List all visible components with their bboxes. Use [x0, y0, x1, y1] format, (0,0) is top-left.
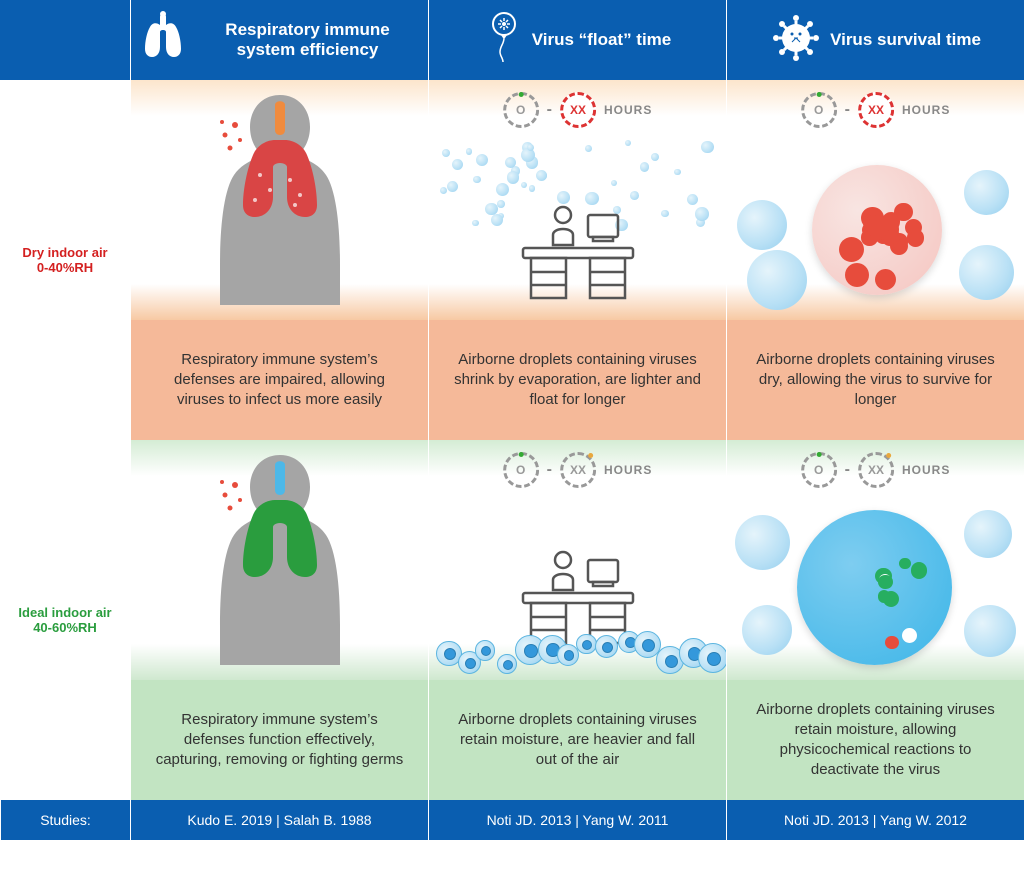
dry-img-2: O - XX HOURS	[428, 80, 726, 320]
header-col-3: Virus survival time	[726, 0, 1024, 80]
dry-label-2: 0-40%RH	[37, 260, 93, 275]
ideal-desc-3: Airborne droplets containing viruses ret…	[751, 700, 1000, 781]
virus-cluster-ideal	[727, 495, 1024, 675]
hours-dash: -	[845, 101, 850, 119]
dry-img-1	[130, 80, 428, 320]
header-title-3: Virus survival time	[830, 30, 981, 50]
dry-desc-2: Airborne droplets containing viruses shr…	[453, 350, 702, 411]
ideal-label-2: 40-60%RH	[33, 620, 97, 635]
ideal-img-3: O - XX HOURS	[726, 440, 1024, 680]
footer-ref-1: Kudo E. 2019 | Salah B. 1988	[130, 800, 428, 840]
hours-ideal-survival: O - XX HOURS	[801, 452, 951, 488]
ideal-txt-3: Airborne droplets containing viruses ret…	[726, 680, 1024, 800]
dry-desc-3: Airborne droplets containing viruses dry…	[751, 350, 1000, 411]
infographic-grid: Respiratory immune system efficiency Vir…	[0, 0, 1024, 872]
ideal-img-1	[130, 440, 428, 680]
dry-txt-1: Respiratory immune system’s defenses are…	[130, 320, 428, 440]
desk-icon	[503, 200, 653, 310]
dial-start-icon: O	[503, 92, 539, 128]
ideal-img-2: O - XX HOURS	[428, 440, 726, 680]
ideal-desc-1: Respiratory immune system’s defenses fun…	[155, 710, 404, 771]
header-col-2: Virus “float” time	[428, 0, 726, 80]
hours-dry-survival: O - XX HOURS	[801, 92, 951, 128]
ideal-label-1: Ideal indoor air	[18, 605, 111, 620]
droplets-fallen	[429, 610, 726, 670]
ideal-txt-2: Airborne droplets containing viruses ret…	[428, 680, 726, 800]
hours-dash: -	[547, 101, 552, 119]
body-dry-icon	[180, 90, 380, 310]
footer-label: Studies:	[0, 800, 130, 840]
ideal-txt-1: Respiratory immune system’s defenses fun…	[130, 680, 428, 800]
dry-txt-2: Airborne droplets containing viruses shr…	[428, 320, 726, 440]
dial-end-yellow-icon: XX	[560, 452, 596, 488]
virus-cluster-dry	[727, 140, 1024, 310]
header-col-1: Respiratory immune system efficiency	[130, 0, 428, 80]
ideal-desc-2: Airborne droplets containing viruses ret…	[453, 710, 702, 771]
dial-end-red-icon: XX	[858, 92, 894, 128]
dial-end-red-icon: XX	[560, 92, 596, 128]
lungs-icon	[139, 10, 187, 71]
virus-icon	[770, 12, 822, 69]
dial-start-icon: O	[801, 92, 837, 128]
hours-label: HOURS	[604, 103, 652, 117]
hours-ideal-float: O - XX HOURS	[503, 452, 653, 488]
body-ideal-icon	[180, 450, 380, 670]
hours-dash: -	[547, 461, 552, 479]
dry-label-1: Dry indoor air	[22, 245, 107, 260]
header-blank	[0, 0, 130, 80]
header-title-2: Virus “float” time	[532, 30, 672, 50]
dry-label: Dry indoor air 0-40%RH	[0, 80, 130, 440]
hours-label: HOURS	[902, 463, 950, 477]
header-title-1: Respiratory immune system efficiency	[195, 20, 420, 60]
hours-dash: -	[845, 461, 850, 479]
dial-end-yellow-icon: XX	[858, 452, 894, 488]
hours-label: HOURS	[604, 463, 652, 477]
dial-start-icon: O	[503, 452, 539, 488]
dial-start-icon: O	[801, 452, 837, 488]
dry-txt-3: Airborne droplets containing viruses dry…	[726, 320, 1024, 440]
balloon-icon	[484, 10, 524, 71]
ideal-label: Ideal indoor air 40-60%RH	[0, 440, 130, 800]
footer-ref-3: Noti JD. 2013 | Yang W. 2012	[726, 800, 1024, 840]
footer-ref-2: Noti JD. 2013 | Yang W. 2011	[428, 800, 726, 840]
dry-img-3: O - XX HOURS	[726, 80, 1024, 320]
hours-dry-float: O - XX HOURS	[503, 92, 653, 128]
hours-label: HOURS	[902, 103, 950, 117]
dry-desc-1: Respiratory immune system’s defenses are…	[155, 350, 404, 411]
